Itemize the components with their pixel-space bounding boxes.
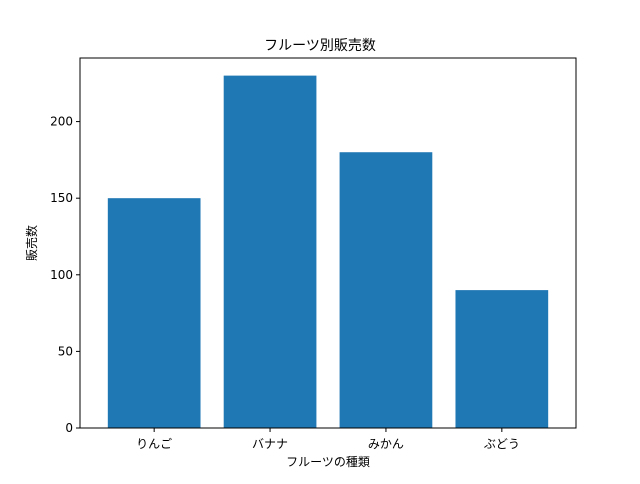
y-tick-label: 100 [50,268,73,282]
y-tick-label: 150 [50,191,73,205]
x-tick-label: みかん [368,437,404,451]
x-tick-label: バナナ [252,437,288,451]
bar [455,290,549,428]
plot-frame [79,57,577,429]
y-axis-label: 販売数 [24,225,39,261]
x-axis-label: フルーツの種類 [286,455,370,469]
bar [223,75,317,428]
y-tick-label: 0 [65,421,73,435]
bar [339,152,433,428]
y-tick-label: 200 [50,115,73,129]
bars [107,75,549,428]
y-axis-ticks: 0 50 100 150 200 [50,115,80,435]
x-axis-ticks: りんご バナナ みかん ぶどう [136,428,520,451]
x-tick-label: りんご [136,436,172,451]
chart-title: フルーツ別販売数 [264,38,376,54]
y-tick-label: 50 [58,344,73,358]
x-tick-label: ぶどう [484,437,520,451]
bar [107,198,201,428]
